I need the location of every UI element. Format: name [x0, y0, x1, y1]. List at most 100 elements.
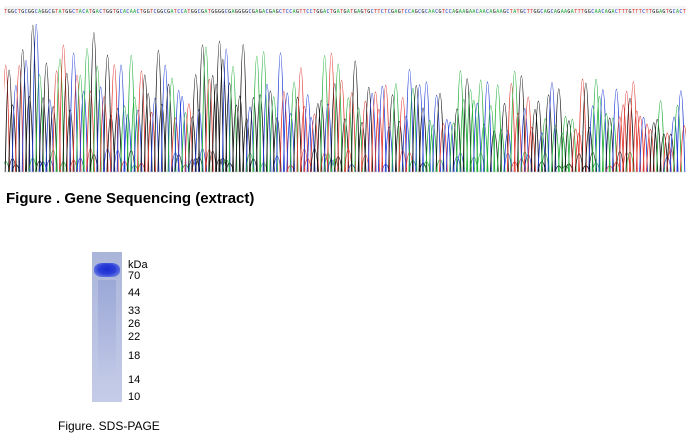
marker-label-70: 70 — [128, 270, 141, 282]
base-call-letter: A — [571, 9, 574, 15]
trace-peak — [615, 116, 625, 173]
trace-peak — [123, 114, 133, 173]
trace-peak — [238, 44, 248, 173]
trace-peak — [103, 54, 112, 173]
base-call-letter: G — [235, 9, 238, 15]
trace-peak — [415, 84, 424, 173]
base-call-letter: T — [187, 9, 190, 15]
marker-label-26: 26 — [128, 318, 141, 330]
trace-peak — [296, 67, 306, 173]
trace-peak — [344, 97, 353, 173]
trace-peak — [208, 75, 218, 173]
marker-label-18: 18 — [128, 350, 141, 362]
base-call-letter: G — [367, 9, 370, 15]
trace-peak — [595, 96, 604, 173]
trace-peak — [679, 125, 686, 173]
trace-peak — [462, 78, 472, 173]
base-call-letter: C — [25, 9, 28, 15]
base-call-letter: T — [649, 9, 652, 15]
base-call-letter: C — [449, 9, 452, 15]
trace-peak — [364, 86, 374, 173]
base-call-letter: T — [618, 9, 621, 15]
base-call-letter: C — [550, 9, 553, 15]
base-call-letter: A — [472, 9, 475, 15]
trace-peak — [116, 64, 126, 173]
trace-peak — [581, 82, 591, 173]
base-call-letter: G — [245, 9, 248, 15]
base-call-letter: A — [496, 9, 499, 15]
base-call-letter: G — [537, 9, 540, 15]
trace-peak — [632, 110, 642, 173]
base-call-letter: G — [41, 9, 44, 15]
trace-peak — [42, 62, 51, 173]
trace-peak — [432, 95, 441, 173]
trace-peak — [262, 83, 272, 173]
trace-peak — [92, 66, 102, 173]
trace-peak — [456, 70, 465, 173]
base-call-letter: A — [428, 9, 431, 15]
trace-peak — [676, 90, 686, 173]
base-call-letter: G — [269, 9, 272, 15]
base-call-letter: A — [231, 9, 234, 15]
trace-peak — [554, 88, 564, 173]
trace-peak — [72, 75, 82, 173]
base-call-letter: C — [388, 9, 391, 15]
base-call-letter: G — [669, 9, 672, 15]
base-call-letter: G — [533, 9, 536, 15]
gel-smear — [98, 280, 116, 380]
base-call-letter: G — [320, 9, 323, 15]
base-call-letter: T — [174, 9, 177, 15]
base-call-letter: G — [493, 9, 496, 15]
trace-peak — [187, 116, 197, 173]
trace-peak — [75, 75, 85, 173]
trace-peak — [109, 64, 119, 173]
trace-peak — [52, 70, 61, 173]
base-call-letter: A — [479, 9, 482, 15]
base-call-letter: G — [316, 9, 319, 15]
base-call-letter: C — [72, 9, 75, 15]
trace-peak — [435, 93, 445, 173]
trace-peak — [489, 131, 499, 173]
trace-peak — [347, 92, 357, 173]
base-call-letter: A — [204, 9, 207, 15]
base-call-letter: T — [350, 9, 353, 15]
trace-peak — [21, 59, 31, 173]
trace-peak — [184, 103, 194, 173]
trace-peak — [218, 59, 228, 173]
base-call-letter: G — [421, 9, 424, 15]
base-call-letter: A — [676, 9, 679, 15]
trace-peak — [55, 58, 65, 173]
base-call-letter: T — [527, 9, 530, 15]
base-call-letter: G — [211, 9, 214, 15]
base-call-letter: A — [357, 9, 360, 15]
base-call-letter: C — [445, 9, 448, 15]
base-call-letter: A — [170, 9, 173, 15]
trace-peak — [544, 94, 553, 173]
base-call-letter: G — [415, 9, 418, 15]
base-call-letter: G — [628, 9, 631, 15]
base-call-letter: C — [326, 9, 329, 15]
trace-peak — [225, 82, 234, 173]
base-call-letter: G — [92, 9, 95, 15]
base-call-letter: G — [157, 9, 160, 15]
base-call-letter: T — [622, 9, 625, 15]
base-call-letter: C — [615, 9, 618, 15]
trace-peak — [377, 85, 387, 173]
base-call-letter: G — [31, 9, 34, 15]
trace-peak — [591, 78, 601, 173]
trace-peak — [327, 52, 336, 173]
trace-peak — [439, 123, 448, 173]
trace-peak — [154, 50, 163, 173]
trace-peak — [31, 23, 41, 173]
base-call-letter: T — [639, 9, 642, 15]
base-call-letter: C — [164, 9, 167, 15]
base-call-letter: G — [201, 9, 204, 15]
base-call-letter: G — [143, 9, 146, 15]
trace-peak — [567, 118, 577, 173]
base-call-letter: C — [306, 9, 309, 15]
base-call-letter: T — [364, 9, 367, 15]
trace-peak — [8, 104, 17, 173]
base-call-letter: T — [625, 9, 628, 15]
base-call-letter: A — [394, 9, 397, 15]
base-call-letter: A — [79, 9, 82, 15]
